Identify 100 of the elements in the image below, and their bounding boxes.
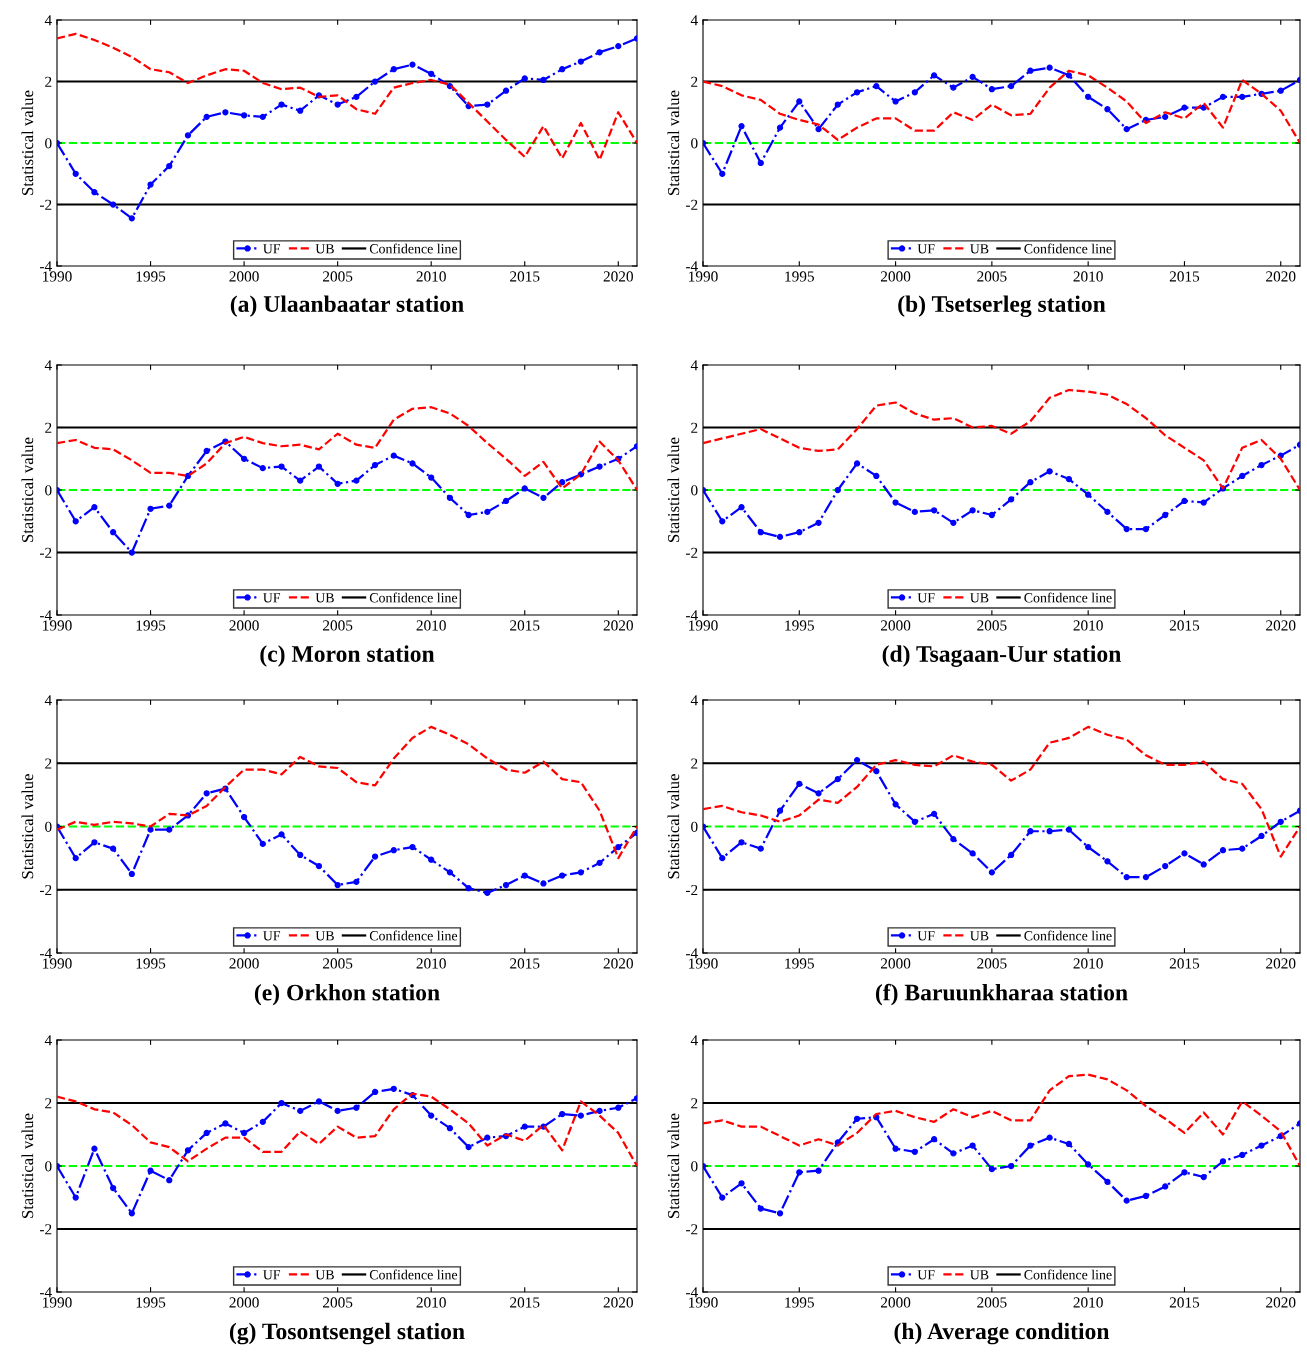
legend-label: UF xyxy=(917,593,935,603)
text: (b) Tsetserleg station xyxy=(898,295,1106,317)
x-tick-label: 1990 xyxy=(43,620,72,631)
x-tick-label: 2005 xyxy=(323,958,353,969)
legend-label: UF xyxy=(263,593,281,603)
y-tick-label: -4 xyxy=(39,948,52,959)
y-axis-title: Statistical value xyxy=(667,774,680,879)
y-axis-title: Statistical value xyxy=(21,437,34,542)
x-tick-label: 2020 xyxy=(603,271,633,282)
x-tick-label: 2000 xyxy=(880,1297,911,1308)
y-axis-title: Statistical value xyxy=(667,1113,680,1218)
x-tick-label: 2005 xyxy=(323,620,353,631)
y-tick-label: -2 xyxy=(685,884,698,896)
x-tick-label: 2010 xyxy=(416,958,446,969)
y-tick-label: -4 xyxy=(685,610,698,621)
x-tick-label: 2000 xyxy=(229,958,259,969)
x-tick-label: 2015 xyxy=(1169,620,1200,631)
y-tick-label: 0 xyxy=(45,485,52,496)
x-tick-label: 2005 xyxy=(977,1297,1007,1308)
y-axis-title: Statistical value xyxy=(667,437,680,542)
y-tick-label: -2 xyxy=(685,199,698,210)
x-tick-label: 2010 xyxy=(1073,1297,1103,1308)
legend-label: UB xyxy=(315,931,334,941)
text: (a) Ulaanbaatar station xyxy=(230,295,464,317)
x-tick-label: 2005 xyxy=(977,620,1007,631)
legend-label: UF xyxy=(263,244,281,254)
x-tick-label: 1990 xyxy=(43,958,72,969)
legend-label: Confidence line xyxy=(369,1269,458,1280)
x-tick-label: 1995 xyxy=(136,620,166,631)
x-tick-label: 2020 xyxy=(1266,958,1296,969)
x-tick-label: 2010 xyxy=(1073,958,1103,969)
legend-label: UB xyxy=(970,1270,989,1280)
y-tick-label: 0 xyxy=(691,821,698,832)
y-tick-label: 2 xyxy=(691,76,698,87)
x-tick-label: 1995 xyxy=(785,958,814,969)
y-tick-label: 4 xyxy=(690,1035,698,1046)
y-tick-label: -2 xyxy=(39,547,52,558)
x-tick-label: 2020 xyxy=(1266,620,1296,631)
y-tick-label: -2 xyxy=(685,547,698,558)
y-tick-label: 4 xyxy=(690,15,698,26)
y-tick-label: 0 xyxy=(691,138,698,149)
y-tick-label: -4 xyxy=(39,610,52,621)
legend-label: UF xyxy=(263,931,281,941)
text: (c) Moron station xyxy=(260,645,435,667)
y-axis-title: Statistical value xyxy=(21,774,34,879)
x-tick-label: 1995 xyxy=(785,271,814,282)
y-tick-label: 2 xyxy=(45,76,52,87)
legend-label: UB xyxy=(970,931,989,941)
x-tick-label: 1995 xyxy=(785,620,814,631)
x-tick-label: 2020 xyxy=(1266,1297,1296,1308)
x-tick-label: 2015 xyxy=(510,958,540,969)
y-tick-label: -4 xyxy=(685,948,698,959)
legend-label: UF xyxy=(917,244,935,254)
y-tick-label: -2 xyxy=(39,1224,52,1235)
legend-label: UB xyxy=(970,593,989,603)
x-tick-label: 2015 xyxy=(510,620,540,631)
y-tick-label: -4 xyxy=(39,261,52,272)
x-tick-label: 2010 xyxy=(1073,620,1103,631)
x-tick-label: 1990 xyxy=(689,1297,718,1308)
text: (d) Tsagaan-Uur station xyxy=(882,645,1121,667)
y-axis-title: Statistical value xyxy=(21,90,34,195)
legend-label: Confidence line xyxy=(1024,592,1112,603)
x-tick-label: 2020 xyxy=(603,958,633,969)
x-tick-label: 2005 xyxy=(323,271,353,282)
y-tick-label: -4 xyxy=(685,1287,698,1298)
x-tick-label: 2020 xyxy=(1266,271,1296,282)
text: (e) Orkhon station xyxy=(254,983,440,1006)
y-tick-label: -2 xyxy=(685,1224,698,1235)
x-tick-label: 2010 xyxy=(416,620,446,631)
y-tick-label: -4 xyxy=(39,1287,52,1298)
y-tick-label: 2 xyxy=(45,758,52,769)
x-tick-label: 2015 xyxy=(1169,1297,1200,1308)
y-tick-label: 2 xyxy=(45,422,52,433)
x-tick-label: 2010 xyxy=(416,271,446,282)
x-tick-label: 2000 xyxy=(229,620,259,631)
x-tick-label: 1990 xyxy=(689,958,718,969)
y-tick-label: 0 xyxy=(691,485,698,496)
y-tick-label: 2 xyxy=(691,422,698,433)
legend-label: UF xyxy=(263,1270,281,1280)
x-tick-label: 1990 xyxy=(689,271,718,282)
x-tick-label: 2020 xyxy=(603,1297,633,1308)
y-tick-label: 0 xyxy=(45,1161,52,1172)
x-tick-label: 2000 xyxy=(880,620,911,631)
y-tick-label: 2 xyxy=(691,1098,698,1109)
x-tick-label: 1990 xyxy=(43,1297,72,1308)
text: (h) Average condition xyxy=(894,1322,1110,1345)
y-tick-label: 4 xyxy=(44,1035,52,1046)
y-axis-title: Statistical value xyxy=(667,90,680,195)
y-tick-label: 4 xyxy=(690,360,698,371)
x-tick-label: 2000 xyxy=(880,958,911,969)
y-tick-label: 4 xyxy=(690,695,698,706)
legend-label: Confidence line xyxy=(369,243,458,254)
x-tick-label: 1990 xyxy=(689,620,718,631)
y-tick-label: -4 xyxy=(685,261,698,272)
y-tick-label: -2 xyxy=(39,884,52,896)
x-tick-label: 2000 xyxy=(229,271,259,282)
legend-label: UF xyxy=(917,931,935,941)
legend-label: Confidence line xyxy=(1024,1269,1112,1280)
legend-label: Confidence line xyxy=(369,592,458,603)
x-tick-label: 2015 xyxy=(1169,958,1200,969)
